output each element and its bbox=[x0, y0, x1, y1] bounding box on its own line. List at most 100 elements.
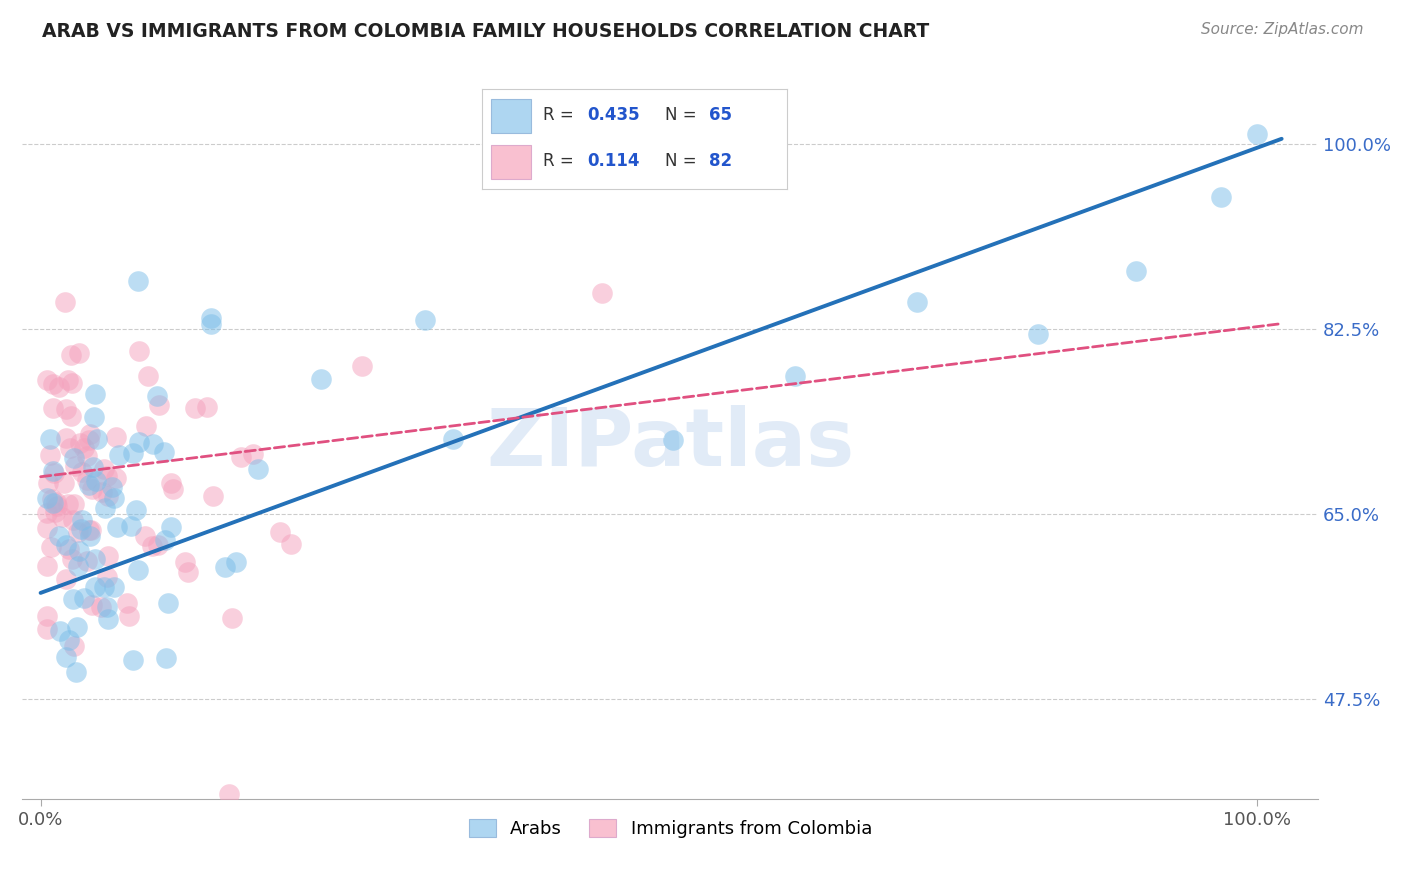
Point bbox=[53, 475, 76, 490]
Point bbox=[91, 485, 114, 500]
Point bbox=[156, 596, 179, 610]
Point bbox=[128, 435, 150, 450]
Point bbox=[60, 348, 83, 362]
Point bbox=[162, 482, 184, 496]
Point bbox=[39, 432, 62, 446]
Point bbox=[94, 500, 117, 515]
Point bbox=[117, 596, 139, 610]
Point bbox=[84, 551, 107, 566]
Point bbox=[44, 505, 66, 519]
Point bbox=[58, 632, 80, 647]
Point bbox=[122, 653, 145, 667]
Point bbox=[35, 558, 58, 573]
Point bbox=[146, 538, 169, 552]
Point bbox=[352, 359, 374, 374]
Point bbox=[48, 380, 70, 394]
Point bbox=[62, 513, 84, 527]
Point bbox=[82, 460, 104, 475]
Point bbox=[35, 521, 58, 535]
Point bbox=[93, 580, 115, 594]
Point bbox=[39, 448, 62, 462]
Point bbox=[97, 549, 120, 563]
Point bbox=[135, 419, 157, 434]
Point bbox=[63, 639, 86, 653]
Point bbox=[49, 624, 72, 639]
Point bbox=[155, 651, 177, 665]
Point bbox=[46, 499, 69, 513]
Point bbox=[127, 562, 149, 576]
Point bbox=[96, 469, 118, 483]
Point bbox=[76, 449, 98, 463]
Point bbox=[221, 610, 243, 624]
Point bbox=[662, 433, 685, 447]
Legend: Arabs, Immigrants from Colombia: Arabs, Immigrants from Colombia bbox=[461, 812, 879, 846]
Point bbox=[413, 312, 436, 326]
Point bbox=[63, 450, 86, 465]
Point bbox=[247, 462, 270, 476]
Point bbox=[93, 462, 115, 476]
Point bbox=[55, 402, 77, 417]
Point bbox=[159, 476, 181, 491]
Point bbox=[177, 565, 200, 579]
Point bbox=[77, 477, 100, 491]
Point bbox=[311, 372, 333, 386]
Point bbox=[76, 554, 98, 568]
Point bbox=[73, 591, 96, 606]
Point bbox=[280, 537, 302, 551]
Point bbox=[103, 580, 125, 594]
Point bbox=[48, 529, 70, 543]
Point bbox=[174, 555, 197, 569]
Point bbox=[79, 529, 101, 543]
Point bbox=[195, 400, 218, 414]
Point bbox=[80, 483, 103, 497]
Point bbox=[35, 506, 58, 520]
Point bbox=[42, 496, 65, 510]
Point bbox=[128, 344, 150, 359]
Point bbox=[148, 398, 170, 412]
Point bbox=[80, 598, 103, 612]
Point bbox=[125, 503, 148, 517]
Point bbox=[58, 541, 80, 556]
Point bbox=[70, 513, 93, 527]
Point bbox=[242, 447, 264, 461]
Point bbox=[1125, 264, 1147, 278]
Point bbox=[120, 519, 142, 533]
Point bbox=[55, 431, 77, 445]
Point bbox=[127, 274, 149, 288]
Point bbox=[84, 475, 107, 489]
Point bbox=[41, 464, 63, 478]
Point bbox=[86, 432, 108, 446]
Point bbox=[200, 311, 222, 326]
Point bbox=[69, 435, 91, 450]
Point bbox=[121, 445, 143, 459]
Point bbox=[155, 533, 177, 548]
Point bbox=[79, 427, 101, 442]
Point bbox=[58, 372, 80, 386]
Point bbox=[160, 519, 183, 533]
Point bbox=[35, 609, 58, 624]
Point bbox=[42, 467, 65, 481]
Point bbox=[70, 465, 93, 479]
Point bbox=[67, 544, 90, 558]
Point bbox=[45, 495, 67, 509]
Point bbox=[77, 433, 100, 447]
Point bbox=[35, 623, 58, 637]
Point bbox=[783, 369, 806, 384]
Point bbox=[37, 475, 59, 490]
Point bbox=[134, 529, 156, 543]
Point bbox=[53, 295, 76, 310]
Point bbox=[105, 520, 128, 534]
Point bbox=[905, 295, 928, 310]
Point bbox=[55, 572, 77, 586]
Point bbox=[142, 436, 165, 450]
Point bbox=[117, 609, 139, 624]
Point bbox=[77, 524, 100, 538]
Point bbox=[184, 401, 207, 416]
Point bbox=[62, 592, 84, 607]
Point bbox=[63, 458, 86, 473]
Point bbox=[96, 570, 118, 584]
Text: ZIPatlas: ZIPatlas bbox=[486, 405, 855, 483]
Point bbox=[201, 490, 224, 504]
Point bbox=[42, 401, 65, 415]
Point bbox=[83, 387, 105, 401]
